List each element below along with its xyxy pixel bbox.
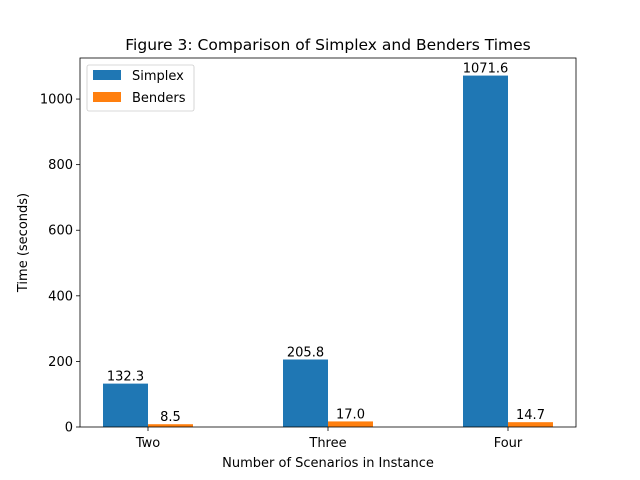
legend-label-simplex: Simplex: [132, 69, 184, 84]
data-label-simplex-two: 132.3: [107, 370, 144, 385]
data-label-benders-three: 17.0: [336, 407, 365, 422]
x-tick-label-two: Two: [135, 436, 160, 451]
chart-title: Figure 3: Comparison of Simplex and Bend…: [125, 36, 530, 54]
bar-simplex-two: [103, 383, 148, 427]
bar-benders-two: [148, 424, 193, 427]
legend-swatch-simplex: [93, 70, 121, 80]
data-label-benders-two: 8.5: [160, 410, 181, 425]
x-tick-label-four: Four: [494, 436, 523, 451]
y-axis: 0 200 400 600 800 1000: [40, 93, 80, 436]
data-label-benders-four: 14.7: [516, 408, 545, 423]
bar-simplex-four: [463, 75, 508, 428]
data-label-simplex-three: 205.8: [287, 346, 324, 361]
x-axis: Two Three Four: [135, 427, 523, 451]
y-axis-label: Time (seconds): [16, 193, 31, 293]
bar-benders-four: [508, 422, 553, 427]
y-tick-label: 1000: [40, 93, 73, 108]
legend-label-benders: Benders: [132, 91, 186, 106]
y-tick-label: 200: [48, 355, 73, 370]
legend: Simplex Benders: [86, 64, 195, 112]
x-tick-label-three: Three: [308, 436, 346, 451]
y-tick-label: 400: [48, 289, 73, 304]
y-tick-label: 600: [48, 224, 73, 239]
bar-benders-three: [328, 421, 373, 427]
bars-group: [103, 75, 553, 428]
legend-swatch-benders: [93, 92, 121, 102]
y-tick-label: 0: [65, 421, 73, 436]
y-tick-label: 800: [48, 158, 73, 173]
data-label-simplex-four: 1071.6: [463, 62, 509, 77]
plot-frame: [79, 57, 577, 428]
x-axis-label: Number of Scenarios in Instance: [222, 456, 434, 471]
data-labels-group: 132.3 205.8 1071.6 8.5 17.0 14.7: [107, 62, 545, 426]
bar-simplex-three: [283, 359, 328, 427]
